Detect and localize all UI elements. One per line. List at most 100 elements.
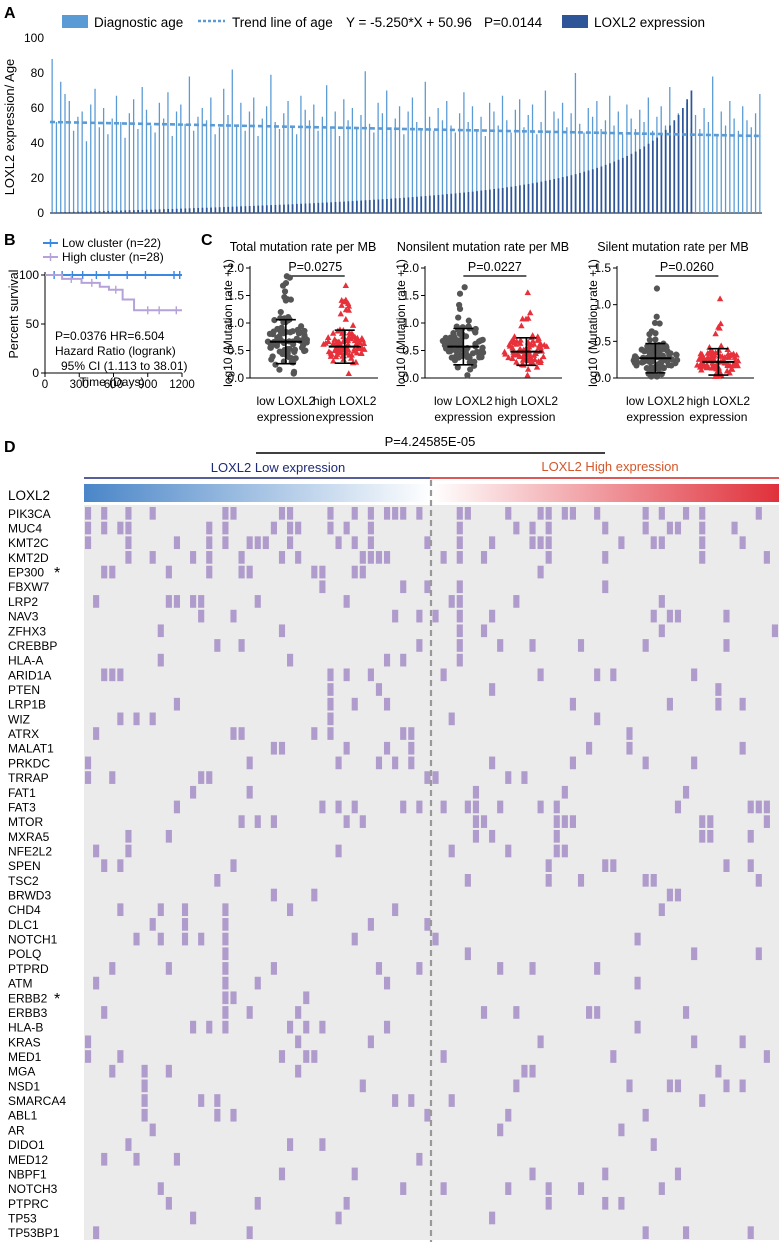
mutation-cell [117,1050,124,1063]
age-bar [699,129,701,213]
loxl2-bar [591,169,594,213]
gene-label: NBPF1 [8,1167,47,1181]
age-bar [561,102,564,213]
category-label: expression [257,410,315,424]
mutation-cell [351,507,358,520]
mutation-cell [246,536,253,550]
mutation-cell [165,595,172,608]
mutation-cell [222,536,229,550]
mutation-cell [537,668,544,682]
loxl2-bar [308,203,311,213]
mutation-cell [529,521,536,535]
mutation-cell [190,1020,197,1034]
mutation-cell [181,903,189,917]
mutation-cell [238,639,245,652]
mutation-cell [319,1138,326,1151]
loxl2-bar [514,186,517,213]
data-point-low [653,285,661,292]
mutation-cell [513,595,520,608]
loxl2-bar [360,200,363,213]
mutation-cell [489,536,496,550]
mutation-cell [343,595,350,608]
mutation-cell [157,932,164,946]
mutation-cell [755,800,762,814]
y-tick-label: 0.0 [227,371,244,385]
data-point-high [734,362,741,369]
age-bar [231,69,233,213]
panel-c-plots: Total mutation rate per MB log10 (Mutatio… [221,240,754,424]
mutation-cell [723,1079,730,1093]
loxl2-bar [68,211,71,213]
age-bar [154,132,156,213]
mutation-cell [699,1094,706,1107]
loxl2-bar [154,209,157,213]
age-bar [373,132,375,213]
mutation-cell [674,1167,682,1181]
gene-label: SMARCA4 [8,1094,66,1108]
loxl2-bar [428,195,431,213]
loxl2-bar [463,192,465,213]
km-annotation-hr: Hazard Ratio (logrank) [55,344,176,358]
gene-label: DIDO1 [8,1138,45,1152]
mutation-cell [270,815,277,828]
age-bar [163,118,165,213]
mutation-cell [125,1138,132,1151]
mutation-cell [149,1123,156,1137]
age-bar [454,132,456,213]
mutation-cell [440,800,447,814]
mutation-cell [529,639,536,652]
y-tick-label: 1.0 [227,316,244,330]
gene-label: MTOR [8,815,43,829]
loxl2-bar [446,194,448,213]
mutation-cell [699,507,706,520]
loxl2-bar [180,208,182,213]
loxl2-bar [583,171,586,213]
mutation-cell [747,800,754,814]
loxl2-bar [235,206,238,213]
age-bar [441,120,444,213]
gene-label: FAT1 [8,786,36,800]
p-value: P=0.0260 [660,260,714,274]
mutation-cell [408,741,415,755]
mutation-cell [222,521,229,535]
mutation-cell [432,932,439,946]
age-bar [506,120,508,213]
data-point-high [354,334,361,341]
mutation-cell [319,1020,326,1034]
age-bar [587,108,589,213]
mutation-cell [303,1020,310,1034]
mutation-cell [456,609,463,623]
mutation-cell [682,1006,690,1019]
panel-d-label: D [4,439,16,456]
y-tick-label: 0.0 [402,371,419,385]
loxl2-bar [484,190,487,213]
loxl2-bar [64,211,67,213]
mutation-cell [359,565,366,579]
gene-label: KMT2D [8,551,49,565]
data-point-high [529,337,537,344]
mutation-cell [416,1152,423,1166]
mutation-cell [84,536,92,550]
km-curve-high [45,274,182,312]
mutation-cell [739,1035,746,1049]
data-point-low [648,328,655,335]
mutation-cell [392,609,399,623]
mutation-cell [545,536,552,550]
loxl2-bar [283,204,285,213]
data-point-high [506,342,514,349]
age-bar [193,130,195,213]
data-point-low [454,364,461,371]
loxl2-bar [673,120,676,213]
age-bar [304,109,306,213]
mutation-cell [319,565,326,579]
mutation-cell [367,536,374,550]
mutation-cell [392,1094,399,1107]
mutation-cell [586,741,593,755]
y-tick-label: 1.5 [402,289,419,303]
loxl2-bar [519,185,521,213]
mutation-cell [699,521,706,535]
data-point-low [295,330,303,337]
data-point-low [455,348,462,355]
plot-title: Nonsilent mutation rate per MB [397,240,569,254]
data-point-low [662,343,670,350]
